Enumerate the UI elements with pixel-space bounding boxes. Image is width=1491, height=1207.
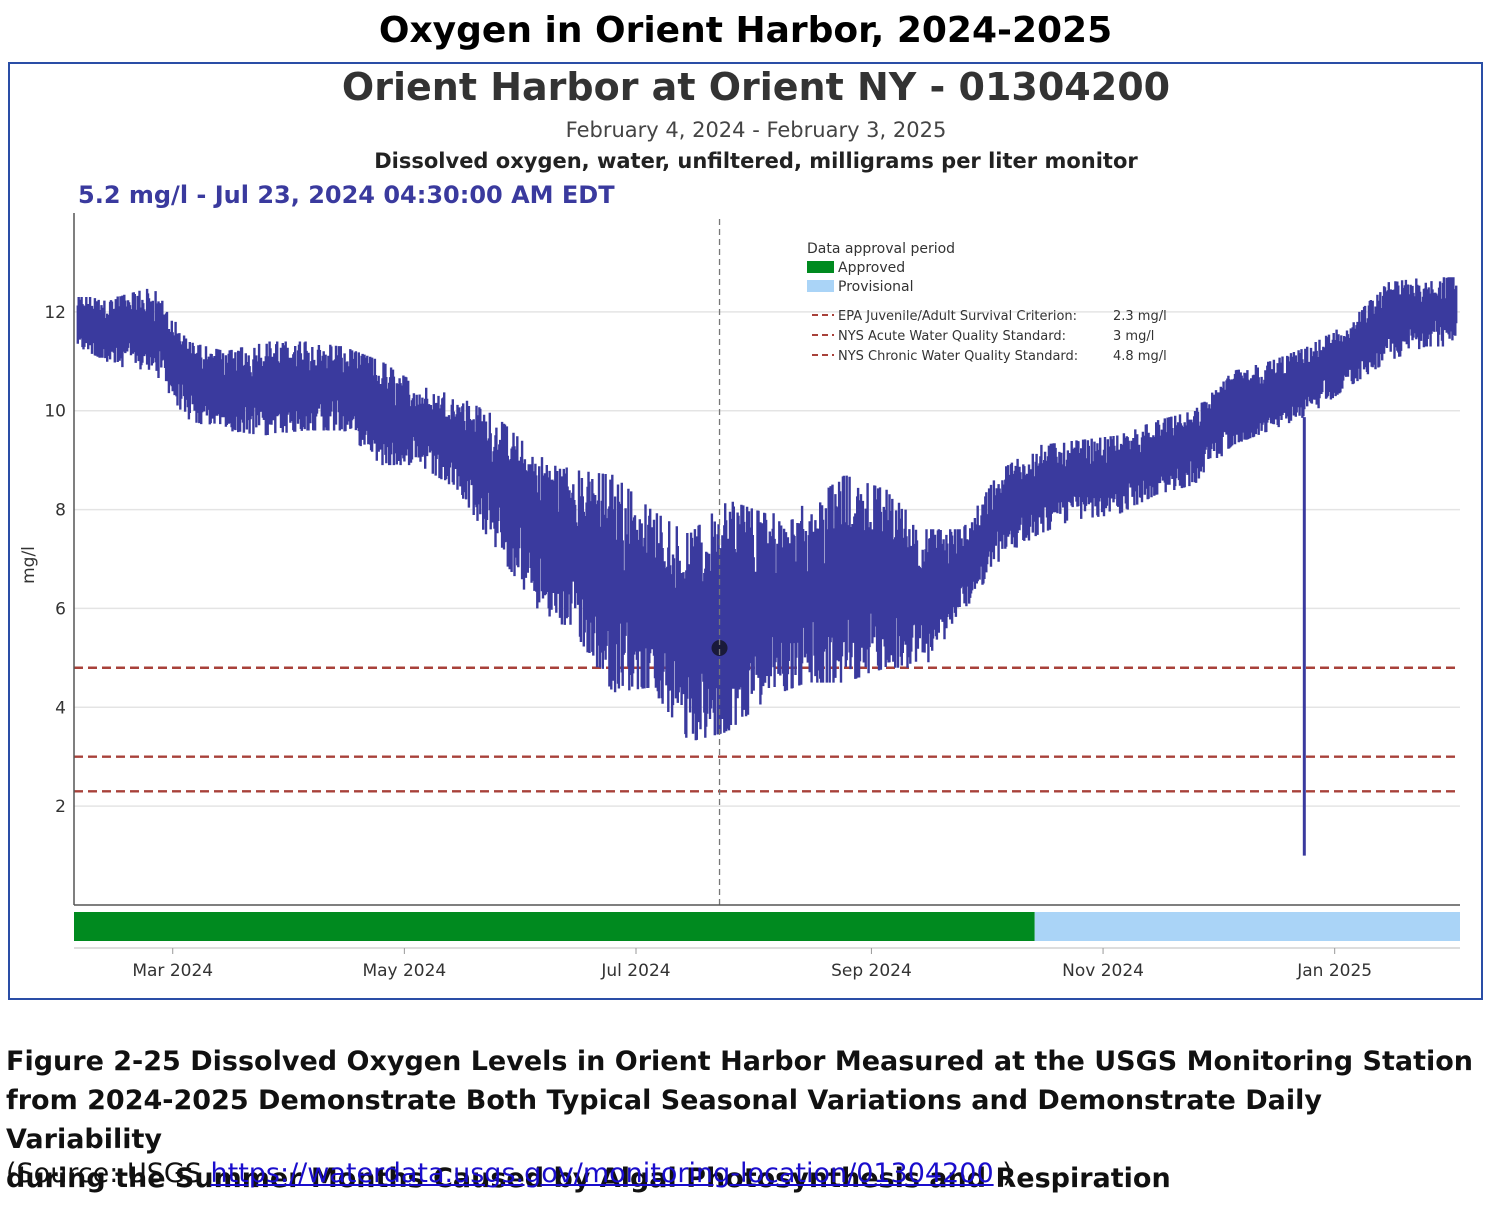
x-tick-label: Sep 2024 [831,961,912,981]
chart-parameter: Dissolved oxygen, water, unfiltered, mil… [374,149,1138,173]
legend-threshold-label: NYS Acute Water Quality Standard: [838,329,1066,344]
x-tick-label: Jul 2024 [600,961,670,981]
approval-bar-provisional [1034,912,1460,941]
legend: Data approval period Approved Provisiona… [807,241,1167,364]
y-axis-label: mg/l [19,546,39,584]
chart-subtitle: February 4, 2024 - February 3, 2025 [566,118,947,142]
x-tick-label: Nov 2024 [1062,961,1144,981]
source-prefix: (Source: USGS [6,1158,211,1189]
y-tick-label: 2 [55,797,66,817]
legend-threshold-label: EPA Juvenile/Adult Survival Criterion: [838,309,1077,324]
source-link[interactable]: https://waterdata.usgs.gov/monitoring-lo… [210,1158,994,1189]
legend-threshold-value: 3 mg/l [1113,329,1154,344]
legend-threshold-label: NYS Chronic Water Quality Standard: [838,349,1078,364]
legend-approved-label: Approved [838,260,905,276]
axes: 2 4 6 8 10 12 Mar 2024 May 2024 Jul 2024 Sep 2024… [44,213,1460,981]
hover-point [711,639,728,656]
y-tick-label: 4 [55,698,66,718]
caption-line: during the Summer Months Caused by Algal… [6,1163,1171,1194]
legend-approved-swatch [807,261,834,273]
legend-provisional-label: Provisional [838,279,913,295]
y-tick-label: 8 [55,501,66,521]
series-do [76,277,1458,856]
chart-title: Orient Harbor at Orient NY - 01304200 [342,65,1170,109]
source-line: (Source: USGS https://waterdata.usgs.gov… [6,1158,1013,1189]
approval-bar-approved [74,912,1035,941]
legend-title: Data approval period [807,241,955,257]
threshold-lines [74,666,1460,793]
x-tick-label: Mar 2024 [132,961,213,981]
page-title: Oxygen in Orient Harbor, 2024-2025 [378,10,1113,51]
caption-line: Figure 2-25 Dissolved Oxygen Levels in O… [6,1046,1474,1077]
figure-caption: Figure 2-25 Dissolved Oxygen Levels in O… [6,1042,1476,1198]
legend-threshold-value: 4.8 mg/l [1113,349,1167,364]
do-chart[interactable]: Orient Harbor at Orient NY - 01304200 Fe… [0,0,1491,1010]
legend-threshold-value: 2.3 mg/l [1113,309,1167,324]
chart-frame [8,62,1483,1000]
y-tick-label: 10 [44,402,66,422]
do-series-band [76,277,1458,741]
x-tick-label: May 2024 [362,961,446,981]
legend-provisional-swatch [807,280,834,292]
y-tick-label: 6 [55,599,66,619]
y-tick-label: 12 [44,303,66,323]
caption-line: from 2024-2025 Demonstrate Both Typical … [6,1085,1322,1155]
source-suffix: ) [993,1158,1013,1189]
x-tick-label: Jan 2025 [1296,961,1372,981]
hover-readout: 5.2 mg/l - Jul 23, 2024 04:30:00 AM EDT [78,181,615,209]
